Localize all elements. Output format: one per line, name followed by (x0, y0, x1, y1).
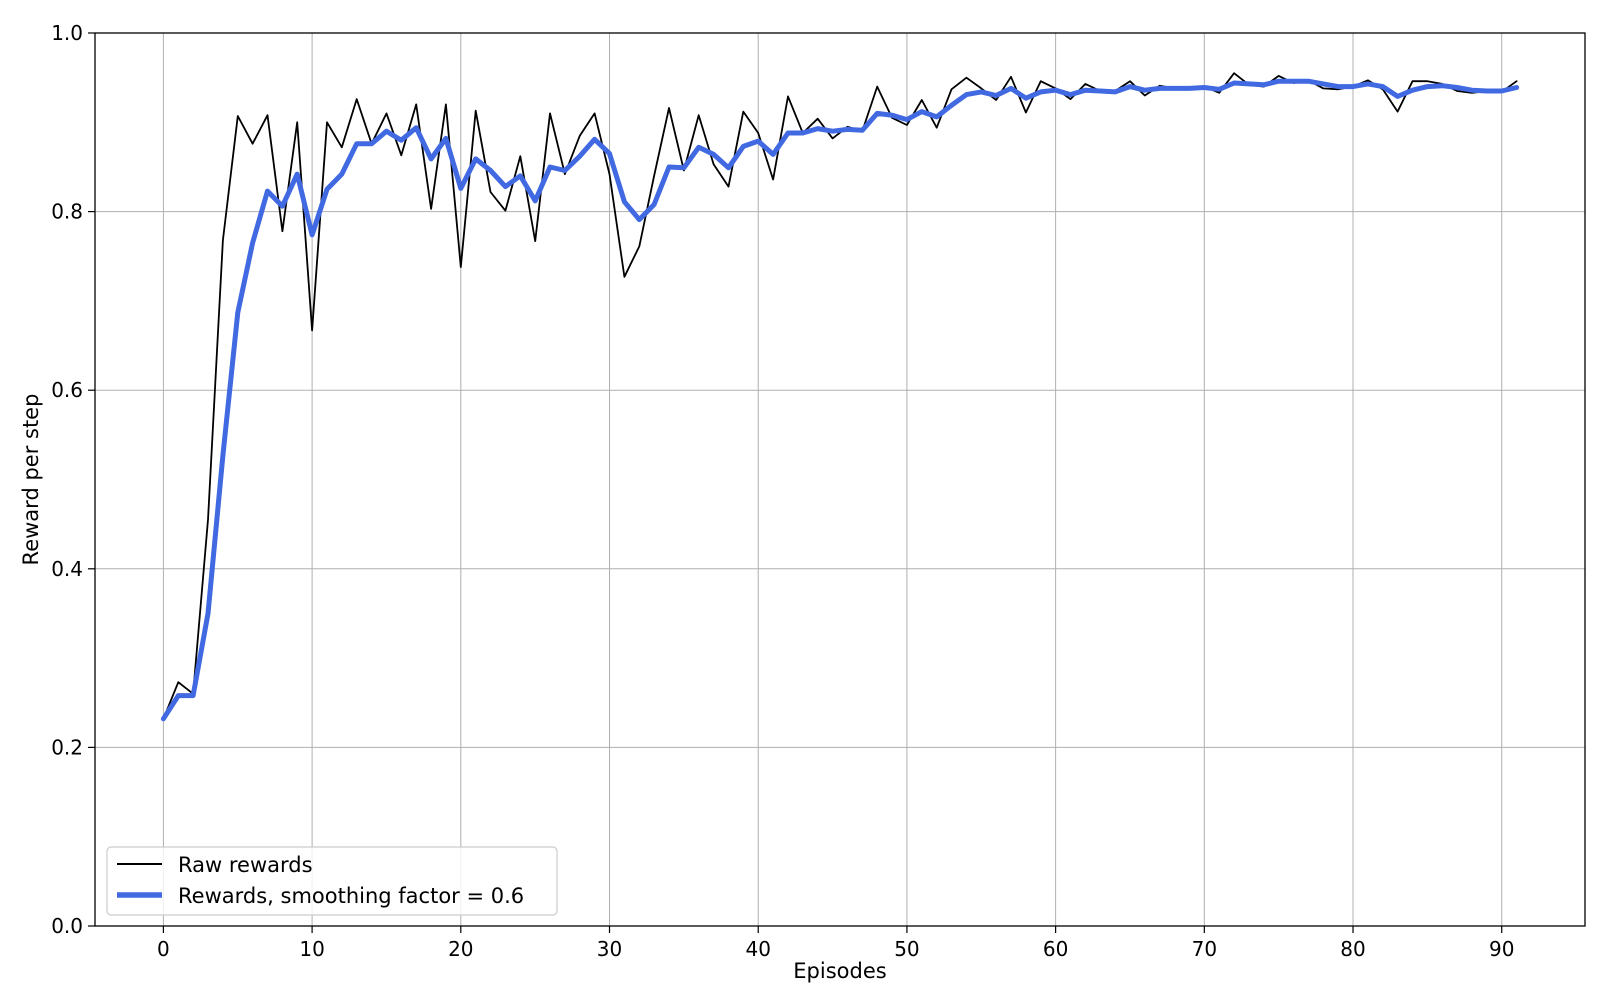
x-tick-label: 30 (597, 937, 622, 961)
x-tick-label: 0 (157, 937, 170, 961)
y-axis: 0.0 0.2 0.4 0.6 0.8 1.0 (51, 21, 95, 938)
plot-frame (94, 32, 1586, 927)
x-tick-label: 10 (299, 937, 324, 961)
y-tick-label: 0.2 (51, 735, 83, 759)
x-tick-label: 60 (1043, 937, 1068, 961)
x-tick-label: 80 (1340, 937, 1365, 961)
x-axis-label: Episodes (793, 959, 886, 983)
x-tick-label: 90 (1489, 937, 1514, 961)
x-tick-label: 70 (1192, 937, 1217, 961)
legend-box (106, 846, 558, 916)
series-layer (160, 72, 1520, 722)
x-tick-label: 50 (894, 937, 919, 961)
y-tick-label: 1.0 (51, 21, 83, 45)
y-tick-label: 0.6 (51, 378, 83, 402)
y-axis-label: Reward per step (19, 394, 43, 566)
x-axis: 0 10 20 30 40 50 60 70 80 90 (157, 926, 1514, 961)
y-tick-label: 0.4 (51, 557, 83, 581)
x-tick-label: 20 (448, 937, 473, 961)
y-tick-label: 0.8 (51, 200, 83, 224)
y-tick-label: 0.0 (51, 914, 83, 938)
legend: Raw rewards Rewards, smoothing factor = … (106, 846, 558, 916)
smoothed-rewards-line (160, 78, 1520, 722)
x-tick-label: 40 (745, 937, 770, 961)
legend-label-smoothed: Rewards, smoothing factor = 0.6 (178, 884, 524, 908)
legend-label-raw: Raw rewards (178, 853, 313, 877)
